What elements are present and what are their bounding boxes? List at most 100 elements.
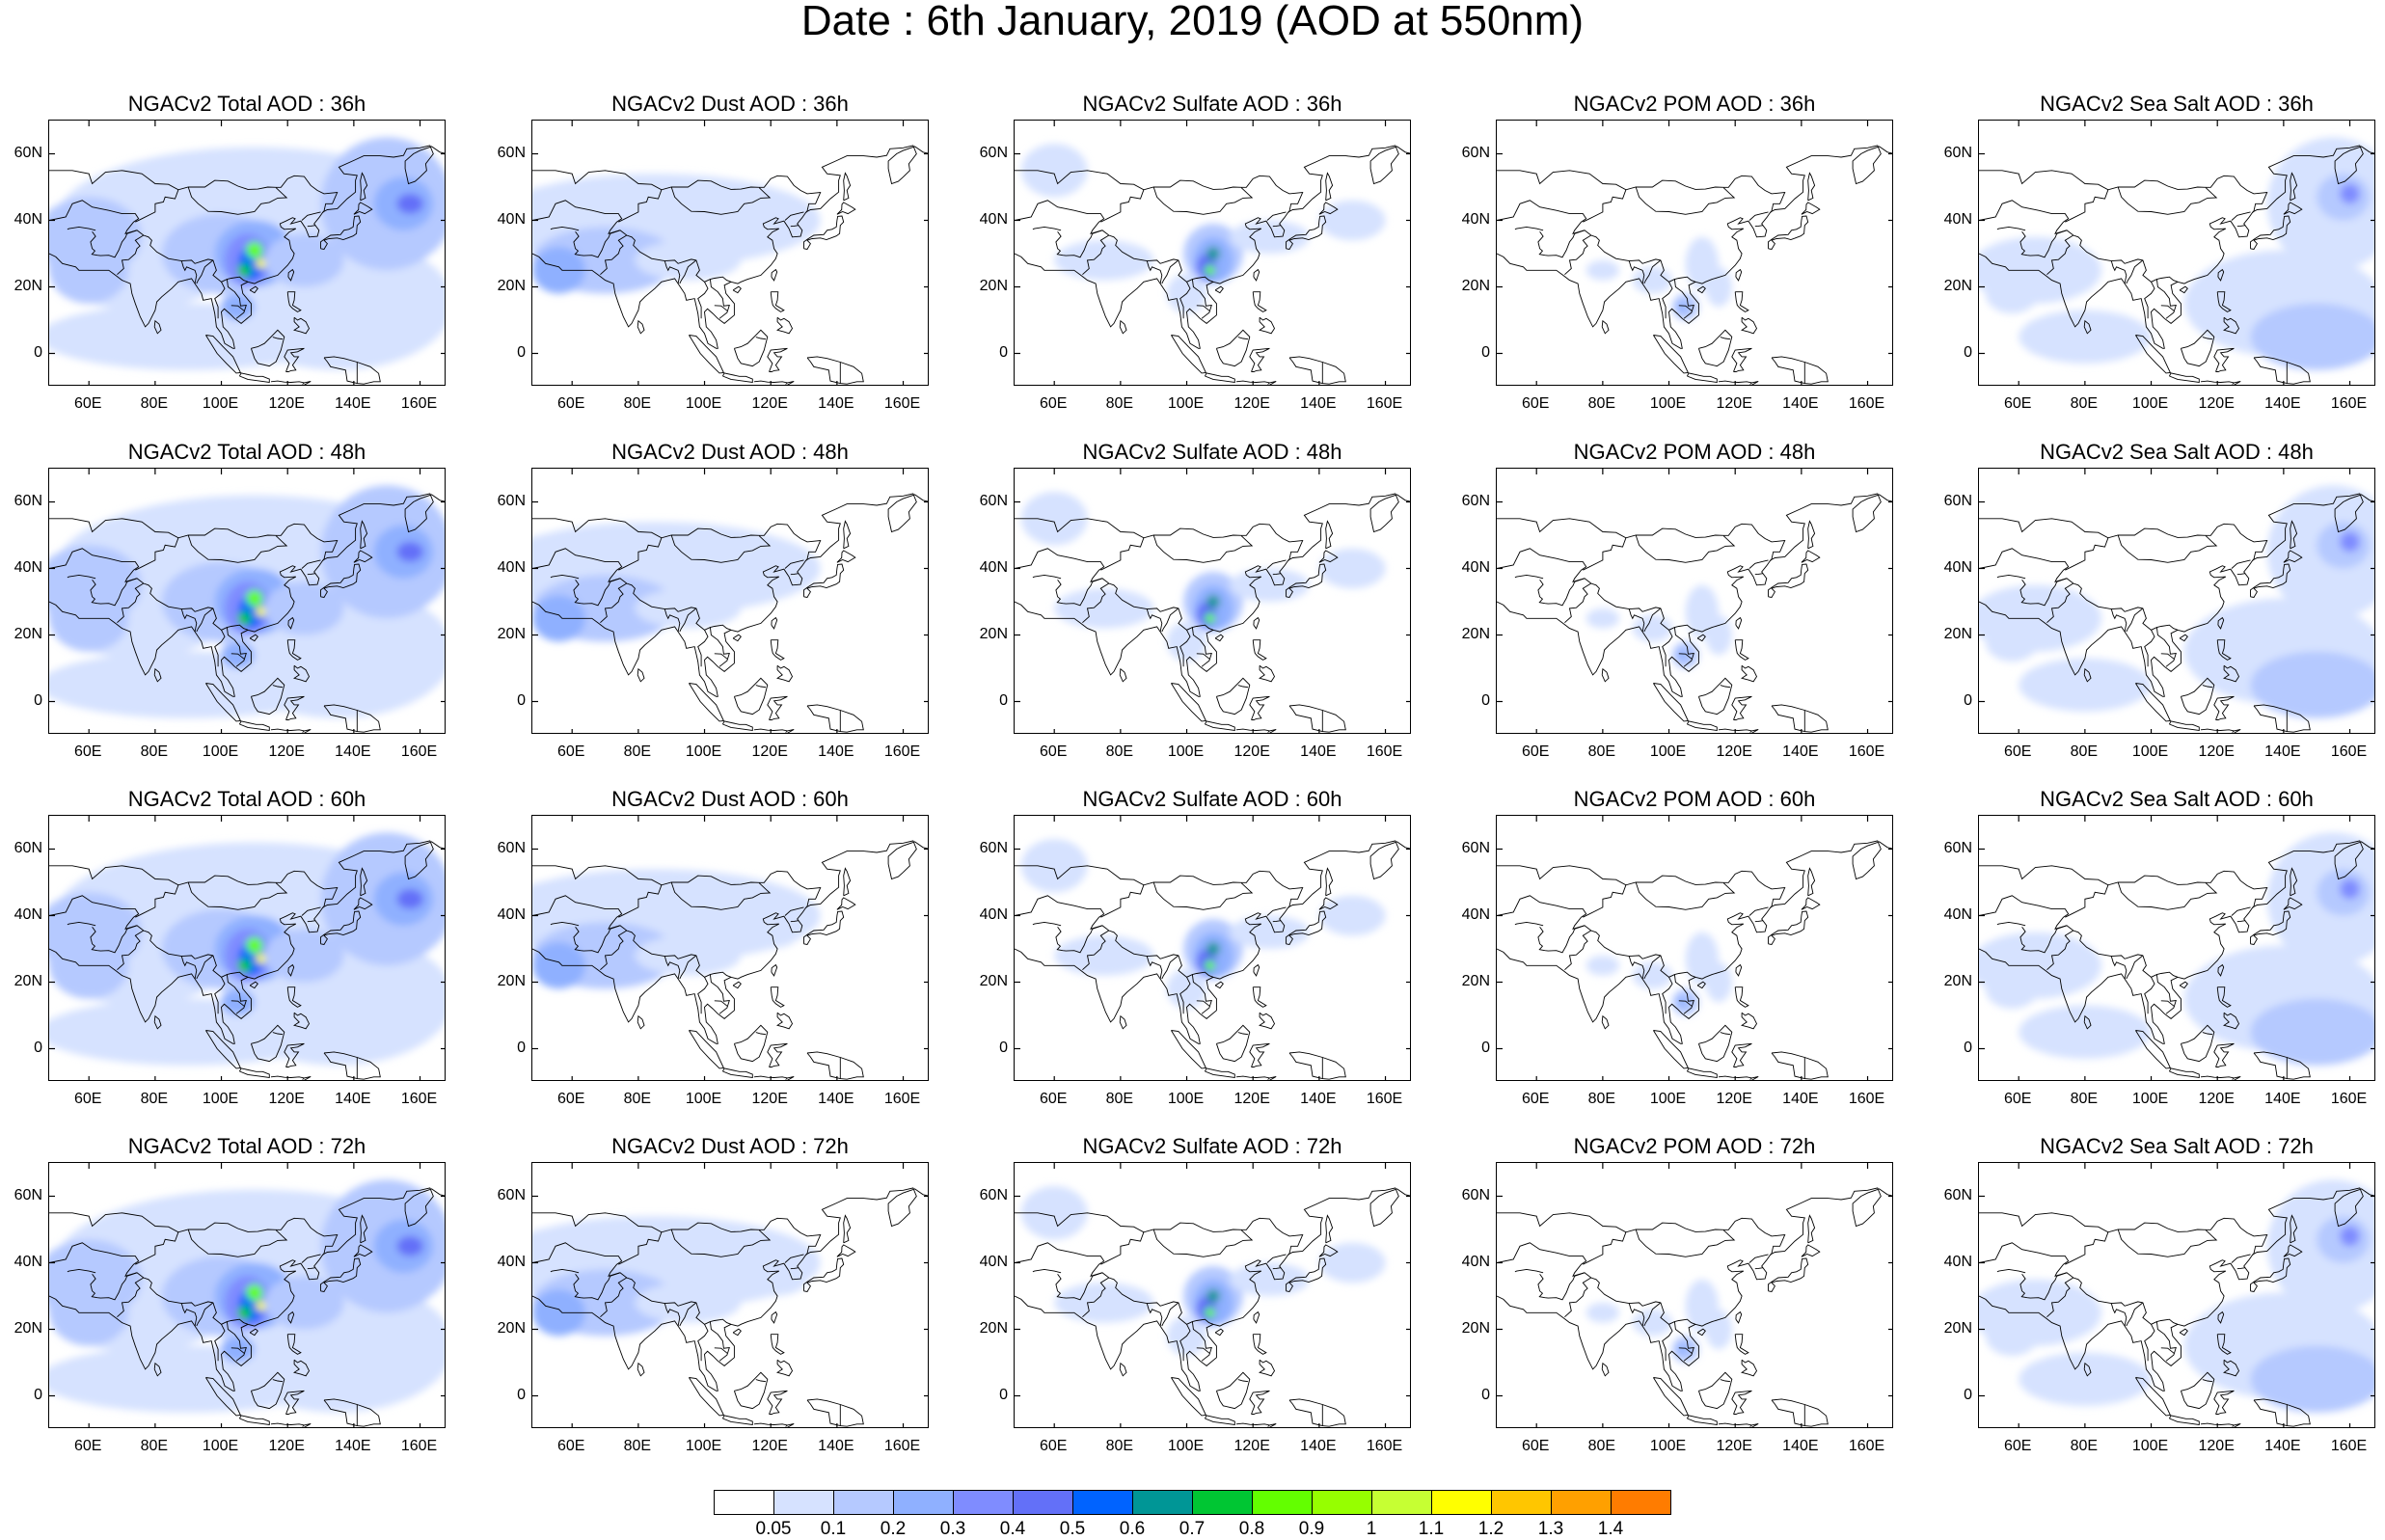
panel-title: NGACv2 Dust AOD : 60h — [611, 787, 849, 811]
coastline-path — [2144, 282, 2155, 319]
colorbar-label: 1.1 — [1418, 1519, 1445, 1539]
coastline-path — [670, 534, 772, 563]
coastline-path — [755, 337, 767, 340]
coastline-path — [755, 1379, 767, 1383]
coastline-path — [1082, 1277, 1110, 1318]
coastline-path — [2217, 963, 2225, 977]
coastline-path — [2213, 347, 2235, 372]
coastline-path — [1196, 653, 1210, 661]
coastline-path — [1266, 906, 1287, 916]
lat-tick-label: 0 — [1481, 1039, 1490, 1056]
panel-title: NGACv2 Sea Salt AOD : 60h — [2040, 787, 2314, 811]
coastline-path — [2250, 910, 2291, 946]
coastline-path — [1252, 639, 1267, 661]
lon-tick-label: 140E — [1782, 1438, 1819, 1454]
coastline-path — [1055, 230, 1103, 258]
coastline-path — [1768, 563, 1809, 599]
lon-tick-label: 80E — [1587, 1091, 1616, 1107]
lon-tick-label: 60E — [1039, 743, 1068, 760]
coastline-path — [67, 1268, 96, 1274]
coastline-path — [1537, 925, 1585, 954]
aod-field-map — [1497, 816, 1892, 1080]
lat-tick-label: 40N — [14, 558, 42, 576]
lon-tick-label: 60E — [1521, 1091, 1550, 1107]
lon-tick-label: 140E — [1300, 1091, 1337, 1107]
map-frame — [1496, 815, 1893, 1081]
coastline-path — [573, 925, 621, 954]
coastline-path — [803, 563, 845, 599]
lon-tick-label: 60E — [1039, 1091, 1068, 1107]
coastline-path — [670, 1229, 772, 1257]
coastline-path — [1979, 1187, 2374, 1391]
lat-tick-label: 60N — [979, 1186, 1008, 1203]
map-panel-pom-0: NGACv2 POM AOD : 36h 60N 40N 20N 0 60E 80E 100E… — [1462, 93, 1893, 412]
lon-tick-label: 160E — [1366, 743, 1403, 760]
coastline-path — [307, 225, 316, 228]
coastline-path — [1152, 186, 1254, 215]
lon-tick-label: 160E — [400, 1438, 438, 1454]
coastline-path — [1171, 1377, 1207, 1417]
coastline-path — [1628, 260, 1645, 284]
aod-blob — [1985, 968, 2039, 1010]
coastline-path — [1146, 956, 1163, 980]
coastline-path — [249, 981, 258, 989]
lon-tick-label: 100E — [202, 395, 239, 412]
coastline-path — [2231, 1254, 2251, 1263]
coastline-path — [284, 695, 305, 720]
aod-blob — [264, 929, 344, 983]
coastline-path — [302, 730, 305, 733]
coastline-path — [1119, 667, 1127, 683]
colorbar-label: 1.4 — [1597, 1519, 1624, 1539]
coastline-path — [637, 319, 645, 335]
coastline-path — [1237, 1032, 1249, 1036]
coastline-path — [1687, 1415, 1718, 1426]
lon-tick-label: 160E — [400, 1091, 438, 1107]
coastline-path — [187, 881, 288, 910]
coastlines — [1015, 840, 1410, 1080]
lon-tick-label: 160E — [1366, 395, 1403, 412]
colorbar-label: 0.05 — [755, 1519, 792, 1539]
aod-blob — [1020, 492, 1088, 546]
lon-tick-label: 60E — [1521, 395, 1550, 412]
coastline-path — [214, 630, 226, 667]
colorbar-label: 1.2 — [1477, 1519, 1504, 1539]
colorbar-cell — [1192, 1490, 1253, 1515]
lon-tick-label: 120E — [1233, 1091, 1270, 1107]
aod-blob — [256, 1301, 266, 1311]
coastline-path — [2253, 356, 2311, 385]
aod-field-map — [1497, 1163, 1892, 1427]
map-panel-sea-salt-3: NGACv2 Sea Salt AOD : 72h 60N 40N 20N 0 60E 80… — [1944, 1135, 2375, 1454]
coastline-path — [753, 728, 795, 733]
coastline-path — [806, 1051, 864, 1080]
coastline-path — [2135, 683, 2172, 722]
coastline-path — [803, 215, 845, 251]
coastline-path — [1325, 867, 1334, 897]
coastline-path — [1731, 1390, 1752, 1415]
coastline-path — [287, 963, 295, 977]
coastline-path — [1015, 1242, 1214, 1325]
coastline-path — [1583, 884, 1627, 918]
coastline-path — [1537, 1272, 1585, 1301]
coastline-path — [1687, 372, 1718, 384]
aod-blob — [246, 241, 263, 259]
coastline-path — [153, 1362, 162, 1377]
coastline-path — [1771, 1398, 1829, 1427]
lon-tick-label: 100E — [1167, 1438, 1205, 1454]
lon-tick-label: 100E — [685, 395, 722, 412]
figure-title: Date : 6th January, 2019 (AOD at 550nm) — [800, 0, 1585, 44]
coastline-path — [250, 1371, 285, 1410]
coastline-path — [2231, 906, 2251, 916]
coastline-path — [1272, 573, 1282, 576]
coastline-path — [196, 608, 214, 633]
coastline-path — [187, 534, 288, 563]
aod-blob — [256, 258, 266, 269]
coastline-path — [771, 1310, 778, 1324]
aod-blob — [2019, 658, 2152, 712]
aod-blob — [246, 589, 263, 608]
map-panel-pom-1: NGACv2 POM AOD : 48h 60N 40N 20N 0 60E 80E 100E… — [1462, 441, 1893, 760]
coastline-path — [307, 920, 316, 923]
aod-blob — [1632, 961, 1672, 989]
coastline-path — [1196, 1347, 1210, 1355]
coastlines — [1015, 493, 1410, 733]
coastline-path — [67, 574, 96, 580]
